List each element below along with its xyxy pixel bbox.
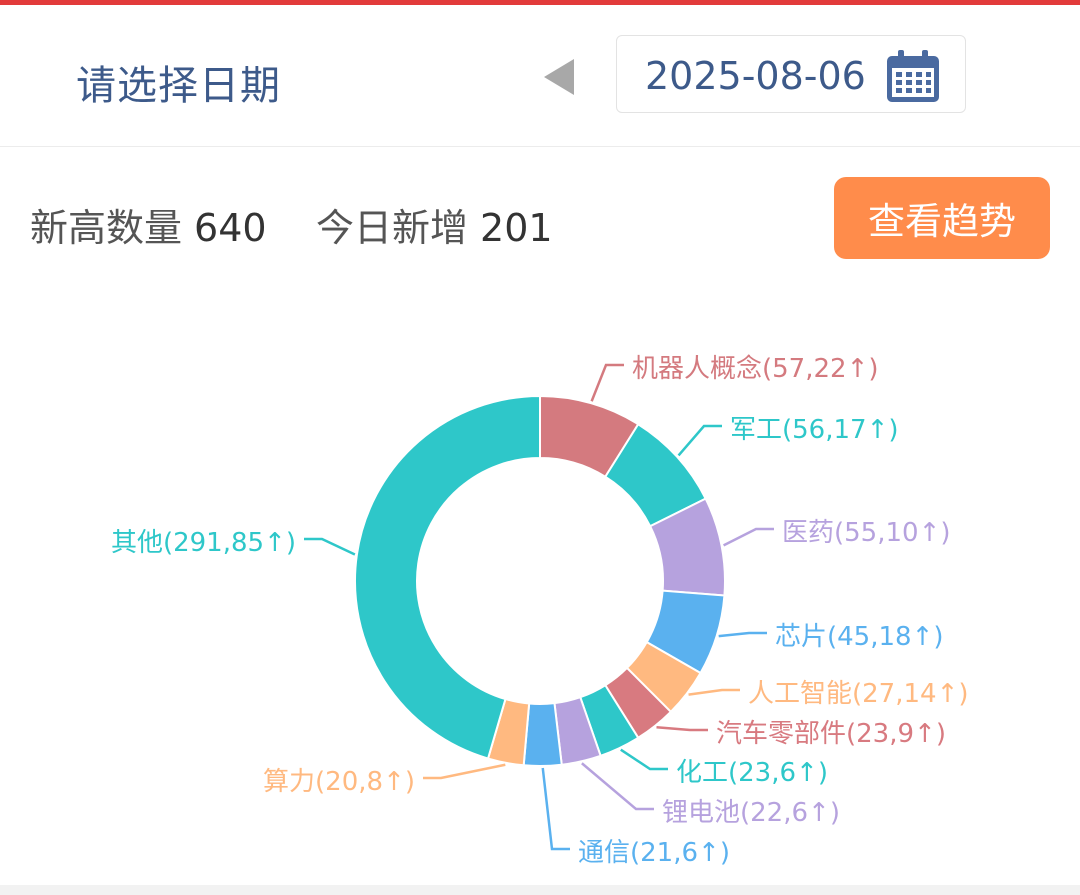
new-high-stat: 新高数量 640	[30, 197, 267, 252]
view-trend-button[interactable]: 查看趋势	[834, 177, 1050, 259]
slice-label: 机器人概念(57,22↑)	[632, 354, 879, 384]
label-leader-line	[304, 537, 356, 556]
new-high-label: 新高数量	[30, 206, 183, 250]
today-added-value: 201	[480, 206, 553, 250]
bottom-strip	[0, 885, 1080, 895]
donut-chart: 机器人概念(57,22↑) 军工(56,17↑) 医药(55,10↑) 芯片(45,1…	[111, 354, 969, 868]
label-leader-line	[620, 748, 668, 771]
slice-label: 通信(21,6↑)	[578, 838, 730, 868]
label-leader-line	[723, 527, 774, 547]
label-leader-line	[590, 363, 624, 402]
stats-row: 新高数量 640 今日新增 201 查看趋势	[0, 147, 1080, 287]
pie-slice[interactable]	[354, 394, 541, 760]
calendar-icon	[887, 50, 939, 102]
slice-label: 人工智能(27,14↑)	[748, 679, 969, 709]
label-leader-line	[581, 762, 654, 811]
date-picker[interactable]: 2025-08-06	[616, 35, 966, 113]
slice-label: 芯片(45,18↑)	[775, 622, 944, 652]
slice-label: 化工(23,6↑)	[676, 758, 828, 788]
label-leader-line	[656, 726, 708, 732]
slice-label: 汽车零部件(23,9↑)	[716, 719, 946, 749]
label-leader-line	[718, 631, 767, 638]
today-added-stat: 今日新增 201	[316, 197, 553, 252]
date-title: 请选择日期	[76, 63, 281, 109]
date-value: 2025-08-06	[645, 54, 866, 98]
date-selector-row: 请选择日期 2025-08-06	[0, 5, 1080, 147]
label-leader-line	[677, 424, 722, 457]
slice-label: 锂电池(22,6↑)	[662, 798, 840, 828]
slice-label: 其他(291,85↑)	[111, 528, 296, 558]
top-accent-bar	[0, 0, 1080, 5]
prev-date-arrow-icon[interactable]	[544, 59, 574, 95]
today-added-label: 今日新增	[316, 206, 469, 250]
label-leader-line	[688, 688, 740, 696]
slice-label: 医药(55,10↑)	[782, 518, 951, 548]
pie-slice[interactable]	[522, 702, 563, 767]
slice-label: 军工(56,17↑)	[730, 415, 899, 445]
label-leader-line	[541, 767, 570, 851]
slice-label: 算力(20,8↑)	[263, 767, 415, 797]
new-high-value: 640	[194, 206, 267, 250]
label-leader-line	[423, 763, 506, 780]
